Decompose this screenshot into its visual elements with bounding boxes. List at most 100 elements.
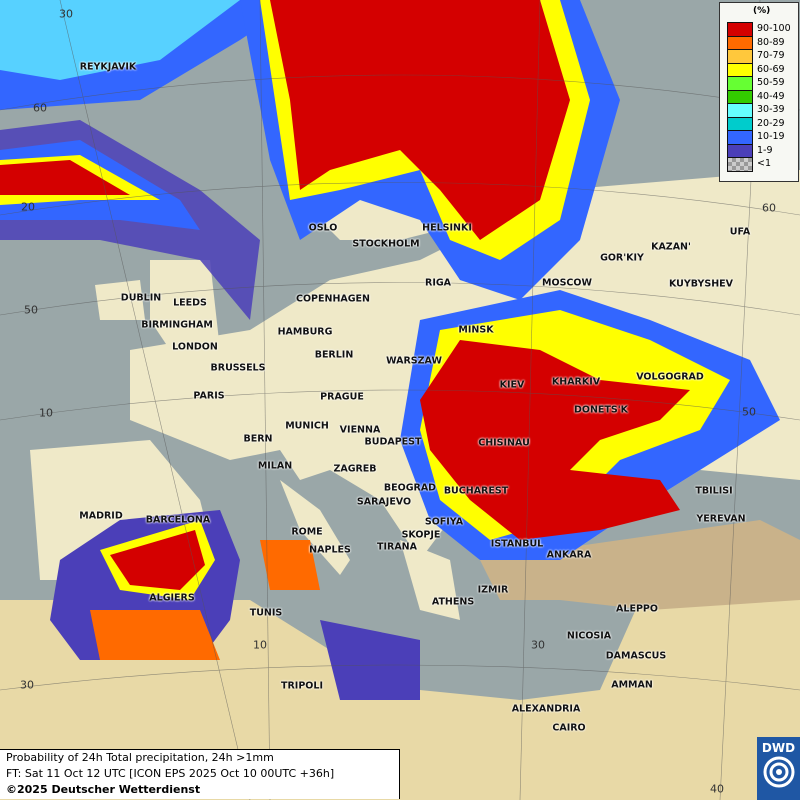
legend-item: 1-9 [727,143,799,158]
legend-unit: (%) [753,6,771,16]
city-label: REYKJAVIK [79,61,137,73]
precip-blob [320,620,420,700]
legend-label: 50-59 [757,77,785,88]
city-label: TRIPOLI [281,680,323,692]
graticule-label: 50 [742,405,756,419]
caption-forecast-time: FT: Sat 11 Oct 12 UTC [ICON EPS 2025 Oct… [6,767,335,780]
city-label: OSLO [308,222,338,234]
city-label: SARAJEVO [356,496,412,508]
precip-blob [0,160,130,195]
legend-label: <1 [757,158,772,169]
legend-swatch [727,49,753,64]
city-label: MOSCOW [542,277,592,289]
city-label: NICOSIA [566,630,612,642]
city-label: GOR'KIY [600,252,644,264]
dwd-logo-text: DWD [761,741,796,755]
dwd-swirl-icon [763,756,794,788]
precip-areas [0,0,780,700]
legend-label: 10-19 [757,131,785,142]
city-label: BRUSSELS [210,362,266,374]
precip-blob [420,340,690,540]
city-label: TBILISI [695,485,733,497]
city-label: SKOPJE [401,529,441,541]
city-label: DONETS'K [574,404,628,416]
city-label: RIGA [425,277,451,289]
legend-swatch [727,89,753,104]
city-label: ALGIERS [149,592,195,604]
legend-swatch [727,143,753,158]
legend-item: 20-29 [727,116,799,131]
city-label: VOLGOGRAD [636,371,704,383]
city-label: BEOGRAD [383,482,437,494]
legend-swatch [727,35,753,50]
city-label: KUYBYSHEV [668,278,734,290]
legend-item: 50-59 [727,76,799,91]
legend-item: 40-49 [727,89,799,104]
legend-label: 60-69 [757,63,785,75]
graticule-label: 10 [39,406,53,420]
city-label: KAZAN' [651,241,691,253]
city-label: ROME [291,526,323,538]
city-label: DAMASCUS [605,650,667,662]
city-label: BERN [243,433,273,445]
dwd-logo: DWD [757,737,800,800]
city-label: COPENHAGEN [296,293,370,305]
graticule-label: 10 [253,638,267,652]
legend-item: 10-19 [727,130,799,145]
city-label: YEREVAN [696,513,746,525]
city-label: ALEXANDRIA [511,703,581,715]
precip-blob [0,0,240,80]
legend-label: 80-89 [757,36,785,48]
city-label: IZMIR [477,584,509,596]
city-label: SOFIYA [424,516,464,528]
legend-swatch [727,130,753,145]
caption-copyright: ©2025 Deutscher Wetterdienst [6,783,201,796]
legend-item: 30-39 [727,103,799,118]
city-label: WARSZAW [386,355,442,367]
legend-item: 70-79 [727,49,799,64]
city-label: MUNICH [285,420,329,432]
legend-swatch [727,62,753,77]
precip-blob [90,610,220,660]
city-label: PRAGUE [320,391,364,403]
legend-item: 90-100 [727,22,799,37]
city-label: BIRMINGHAM [141,319,213,331]
city-label: PARIS [193,390,225,402]
city-label: ATHENS [431,596,475,608]
legend-swatch [727,116,753,131]
city-label: LONDON [172,341,218,353]
city-label: ZAGREB [333,463,377,475]
graticule-label: 20 [21,200,35,214]
city-label: NAPLES [309,544,351,556]
legend-label: 1-9 [757,144,773,156]
city-label: ISTANBUL [490,538,544,550]
graticule-label: 30 [531,638,545,652]
city-label: UFA [729,226,751,238]
city-label: DUBLIN [120,292,162,304]
city-label: STOCKHOLM [352,238,420,250]
legend-swatch [727,76,753,91]
graticule-label: 50 [24,303,38,317]
city-label: CAIRO [552,722,586,734]
precip-blob [110,530,205,590]
graticule-label: 30 [59,7,73,21]
city-label: AMMAN [611,679,653,691]
legend-label: 40-49 [757,90,785,102]
legend-swatch [727,103,753,118]
legend: (%) 90-100 80-89 70-79 60-69 50-59 40-49 30-39… [719,2,799,182]
city-label: KHARKIV [551,376,601,388]
city-label: MILAN [257,460,293,472]
city-label: ANKARA [546,549,592,561]
legend-item: <1 [727,157,799,172]
graticule-label: 30 [20,678,34,692]
city-label: LEEDS [173,297,207,309]
city-label: MINSK [458,324,494,336]
caption-title: Probability of 24h Total precipitation, … [6,751,274,764]
legend-label: 70-79 [757,50,785,61]
graticule-label: 40 [710,782,724,796]
city-label: TUNIS [249,607,283,619]
graticule-label: 60 [762,201,776,215]
city-label: BERLIN [314,349,354,361]
city-label: KIEV [499,379,525,391]
legend-label: 30-39 [757,104,785,115]
